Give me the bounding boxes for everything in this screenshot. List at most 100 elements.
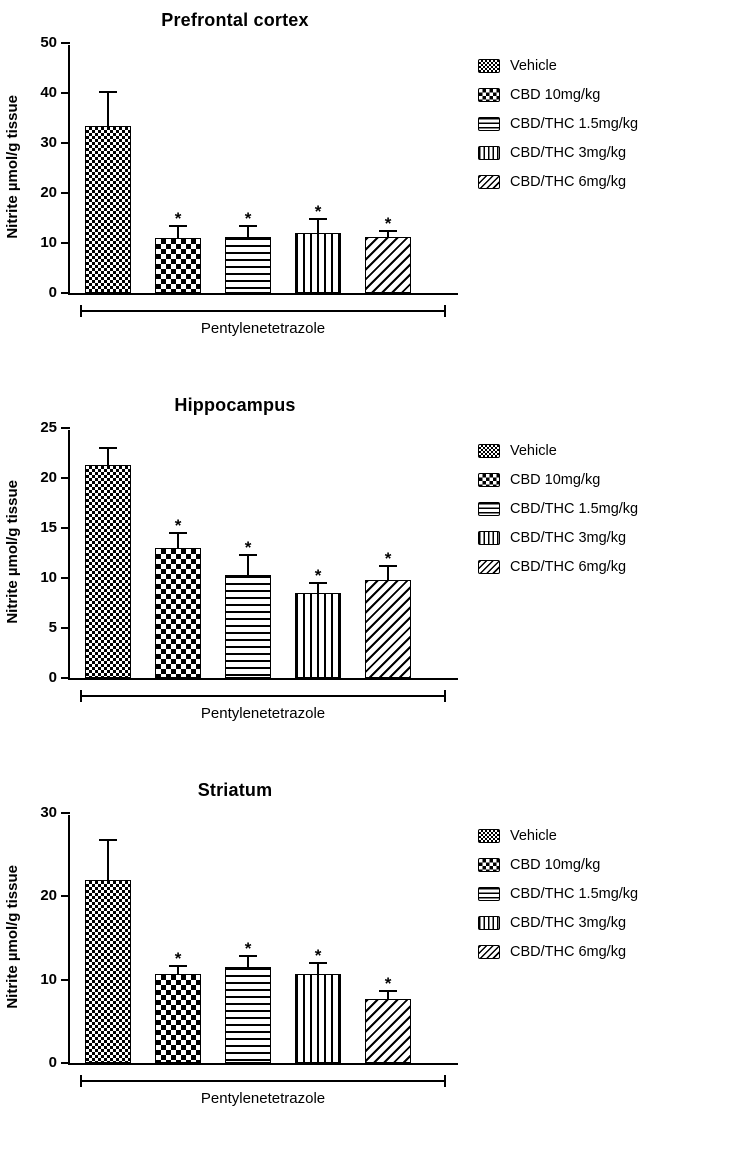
plot-area: 0 10 20 30 40 50 * * * *: [40, 34, 458, 301]
y-tick-label: 15: [40, 519, 57, 536]
legend-label: CBD 10mg/kg: [510, 86, 601, 103]
legend: Vehicle CBD 10mg/kg CBD/THC 1.5mg/kg CBD/TH…: [478, 395, 740, 722]
legend-item: CBD/THC 1.5mg/kg: [478, 114, 740, 133]
legend-item: Vehicle: [478, 826, 740, 845]
y-axis-label-box: Nitrite µmol/g tissue: [0, 422, 24, 682]
error-bar: [387, 231, 389, 237]
legend-item: CBD/THC 3mg/kg: [478, 528, 740, 547]
y-axis-tick: [61, 477, 70, 479]
plot-area: 0 5 10 15 20 25 * * * *: [40, 419, 458, 686]
y-tick-label: 0: [48, 669, 57, 686]
significance-asterisk: *: [384, 549, 392, 568]
legend-label: CBD 10mg/kg: [510, 471, 601, 488]
y-tick-label: 20: [40, 887, 57, 905]
error-bar: [177, 965, 179, 974]
legend-item: CBD/THC 6mg/kg: [478, 942, 740, 961]
significance-asterisk: *: [244, 208, 252, 228]
bar-cbd-thc-3mg-kg: [295, 973, 341, 1063]
y-tick-label: 10: [40, 569, 57, 586]
chart-hippocampus: Hippocampus Nitrite µmol/g tissue 0 5 10 15…: [0, 395, 756, 722]
hlines-swatch: [478, 116, 500, 131]
x-axis-group: Pentylenetetrazole: [80, 1075, 446, 1107]
bar-cbd-10mg-kg: [155, 973, 201, 1063]
y-tick-label: 10: [40, 970, 57, 988]
error-bar: [177, 225, 179, 238]
legend-item: CBD/THC 3mg/kg: [478, 143, 740, 162]
x-axis-bracket: [80, 1075, 446, 1087]
x-axis-bracket: [80, 690, 446, 702]
error-bar-cap: [379, 565, 397, 567]
bar-vehicle: [85, 465, 131, 678]
x-axis-bracket: [80, 305, 446, 317]
legend-item: CBD/THC 3mg/kg: [478, 913, 740, 932]
y-axis-tick: [61, 292, 70, 294]
plot-row: Nitrite µmol/g tissue 0 10 20 30 40 50 * * * *: [0, 34, 478, 301]
y-axis-tick: [61, 527, 70, 529]
legend: Vehicle CBD 10mg/kg CBD/THC 1.5mg/kg CBD/TH…: [478, 10, 740, 337]
error-bar: [247, 956, 249, 968]
legend-item: CBD/THC 6mg/kg: [478, 557, 740, 576]
y-axis-tick: [61, 895, 70, 898]
legend-label: CBD/THC 3mg/kg: [510, 144, 627, 161]
error-bar: [317, 963, 319, 974]
checker-fine-swatch: [478, 443, 500, 458]
error-bar: [247, 555, 249, 575]
dlines-swatch: [478, 944, 500, 959]
significance-asterisk: *: [174, 948, 182, 968]
error-bar-cap: [309, 962, 327, 964]
chart-prefrontal-cortex: Prefrontal cortex Nitrite µmol/g tissue …: [0, 10, 756, 337]
checker-fine-swatch: [478, 58, 500, 73]
chart-striatum: Striatum Nitrite µmol/g tissue 0 10 20 30 * *…: [0, 780, 756, 1107]
x-axis-group: Pentylenetetrazole: [80, 305, 446, 337]
bar-cbd-thc-1.5mg-kg: [225, 967, 271, 1063]
legend-label: CBD/THC 3mg/kg: [510, 914, 627, 931]
legend-item: Vehicle: [478, 56, 740, 75]
error-bar: [387, 566, 389, 580]
bar-vehicle: [85, 125, 131, 293]
y-tick-label: 40: [40, 84, 57, 101]
hlines-swatch: [478, 501, 500, 516]
bar-cbd-thc-6mg-kg: [365, 998, 411, 1063]
error-bar-cap: [309, 218, 327, 220]
legend-item: CBD 10mg/kg: [478, 855, 740, 874]
y-axis-tick: [61, 427, 70, 429]
plot-area: 0 10 20 30 * * * *: [40, 804, 458, 1071]
checker-swatch: [478, 472, 500, 487]
plot-row: Nitrite µmol/g tissue 0 10 20 30 * * * *: [0, 804, 478, 1071]
y-axis-tick: [61, 192, 70, 194]
y-tick-label: 0: [48, 284, 57, 301]
y-axis-tick: [61, 92, 70, 94]
significance-asterisk: *: [314, 566, 322, 585]
legend-item: CBD/THC 1.5mg/kg: [478, 499, 740, 518]
significance-asterisk: *: [314, 202, 322, 221]
y-axis-tick: [61, 1062, 70, 1064]
dlines-swatch: [478, 559, 500, 574]
chart-area: Prefrontal cortex Nitrite µmol/g tissue …: [0, 10, 478, 337]
bar-cbd-10mg-kg: [155, 238, 201, 293]
error-bar-cap: [309, 582, 327, 584]
vlines-swatch: [478, 530, 500, 545]
y-axis-tick: [61, 978, 70, 981]
y-tick-label: 50: [40, 34, 57, 51]
hlines-swatch: [478, 886, 500, 901]
significance-asterisk: *: [384, 214, 392, 233]
legend-label: Vehicle: [510, 442, 557, 459]
legend-item: CBD/THC 6mg/kg: [478, 172, 740, 191]
y-tick-label: 30: [40, 134, 57, 151]
checker-fine-swatch: [478, 828, 500, 843]
error-bar: [107, 91, 109, 126]
legend-label: Vehicle: [510, 827, 557, 844]
error-bar: [107, 448, 109, 465]
error-bar-cap: [169, 964, 187, 967]
dlines-swatch: [478, 174, 500, 189]
legend-item: Vehicle: [478, 441, 740, 460]
legend-label: Vehicle: [510, 57, 557, 74]
error-bar-cap: [379, 989, 397, 992]
x-axis-label: Pentylenetetrazole: [200, 320, 326, 337]
error-bar-cap: [169, 532, 187, 534]
error-bar: [107, 839, 109, 880]
y-axis-tick: [61, 142, 70, 144]
error-bar-cap: [239, 955, 257, 958]
legend-item: CBD 10mg/kg: [478, 85, 740, 104]
chart-area: Hippocampus Nitrite µmol/g tissue 0 5 10 15…: [0, 395, 478, 722]
